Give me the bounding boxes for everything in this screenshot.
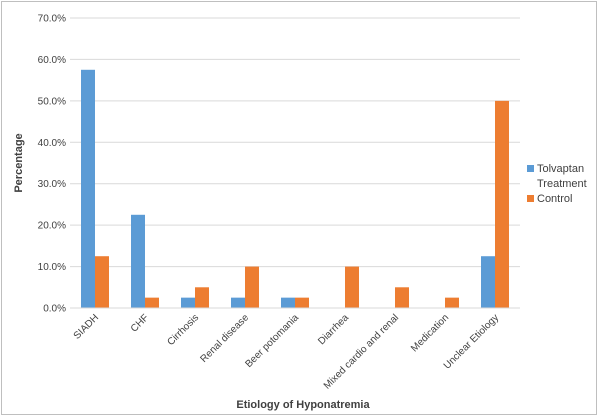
y-tick-label: 60.0% xyxy=(38,55,66,66)
bar-control xyxy=(145,297,159,308)
x-tick-label: Unclear Etiology xyxy=(442,312,501,371)
x-axis-title: Etiology of Hyponatremia xyxy=(236,399,370,411)
y-tick-label: 30.0% xyxy=(38,179,66,190)
x-tick-label: Cirrhosis xyxy=(165,312,201,348)
y-tick-label: 10.0% xyxy=(38,262,66,273)
y-tick-label: 70.0% xyxy=(38,14,66,25)
x-tick-label: Renal disease xyxy=(199,312,252,365)
x-tick-label: Beer potomania xyxy=(243,312,301,370)
bar-control xyxy=(395,287,409,308)
bar-tolvaptan xyxy=(81,69,95,309)
y-axis-ticks: 0.0% 10.0% 20.0% 30.0% 40.0% 50.0% 60.0% 70.0% xyxy=(38,14,66,315)
x-tick-label: CHF xyxy=(129,312,151,334)
x-tick-label: SIADH xyxy=(72,312,101,341)
legend-label: Tolvaptan xyxy=(537,163,584,175)
bar-control xyxy=(295,297,309,308)
bar-tolvaptan xyxy=(281,297,295,308)
bar-control xyxy=(95,256,109,308)
legend-swatch xyxy=(527,195,534,202)
legend-label: Control xyxy=(537,193,572,205)
bars xyxy=(81,69,509,309)
bar-tolvaptan xyxy=(231,297,245,308)
legend-swatch xyxy=(527,165,534,172)
y-tick-label: 20.0% xyxy=(38,221,66,232)
y-tick-label: 50.0% xyxy=(38,96,66,107)
x-tick-label: Diarrhea xyxy=(316,312,351,347)
bar-control xyxy=(445,297,459,308)
x-tick-label: Medication xyxy=(409,312,451,354)
legend: Tolvaptan Treatment Control xyxy=(527,163,587,205)
y-tick-label: 0.0% xyxy=(43,304,66,315)
bar-control xyxy=(195,287,209,308)
legend-label: Treatment xyxy=(537,178,587,190)
y-tick-label: 40.0% xyxy=(38,138,66,149)
bar-control xyxy=(345,266,359,308)
bar-control xyxy=(495,100,509,308)
bar-tolvaptan xyxy=(181,297,195,308)
bar-tolvaptan xyxy=(481,256,495,308)
y-axis-title: Percentage xyxy=(13,133,25,192)
bar-control xyxy=(245,266,259,308)
bar-tolvaptan xyxy=(131,214,145,308)
